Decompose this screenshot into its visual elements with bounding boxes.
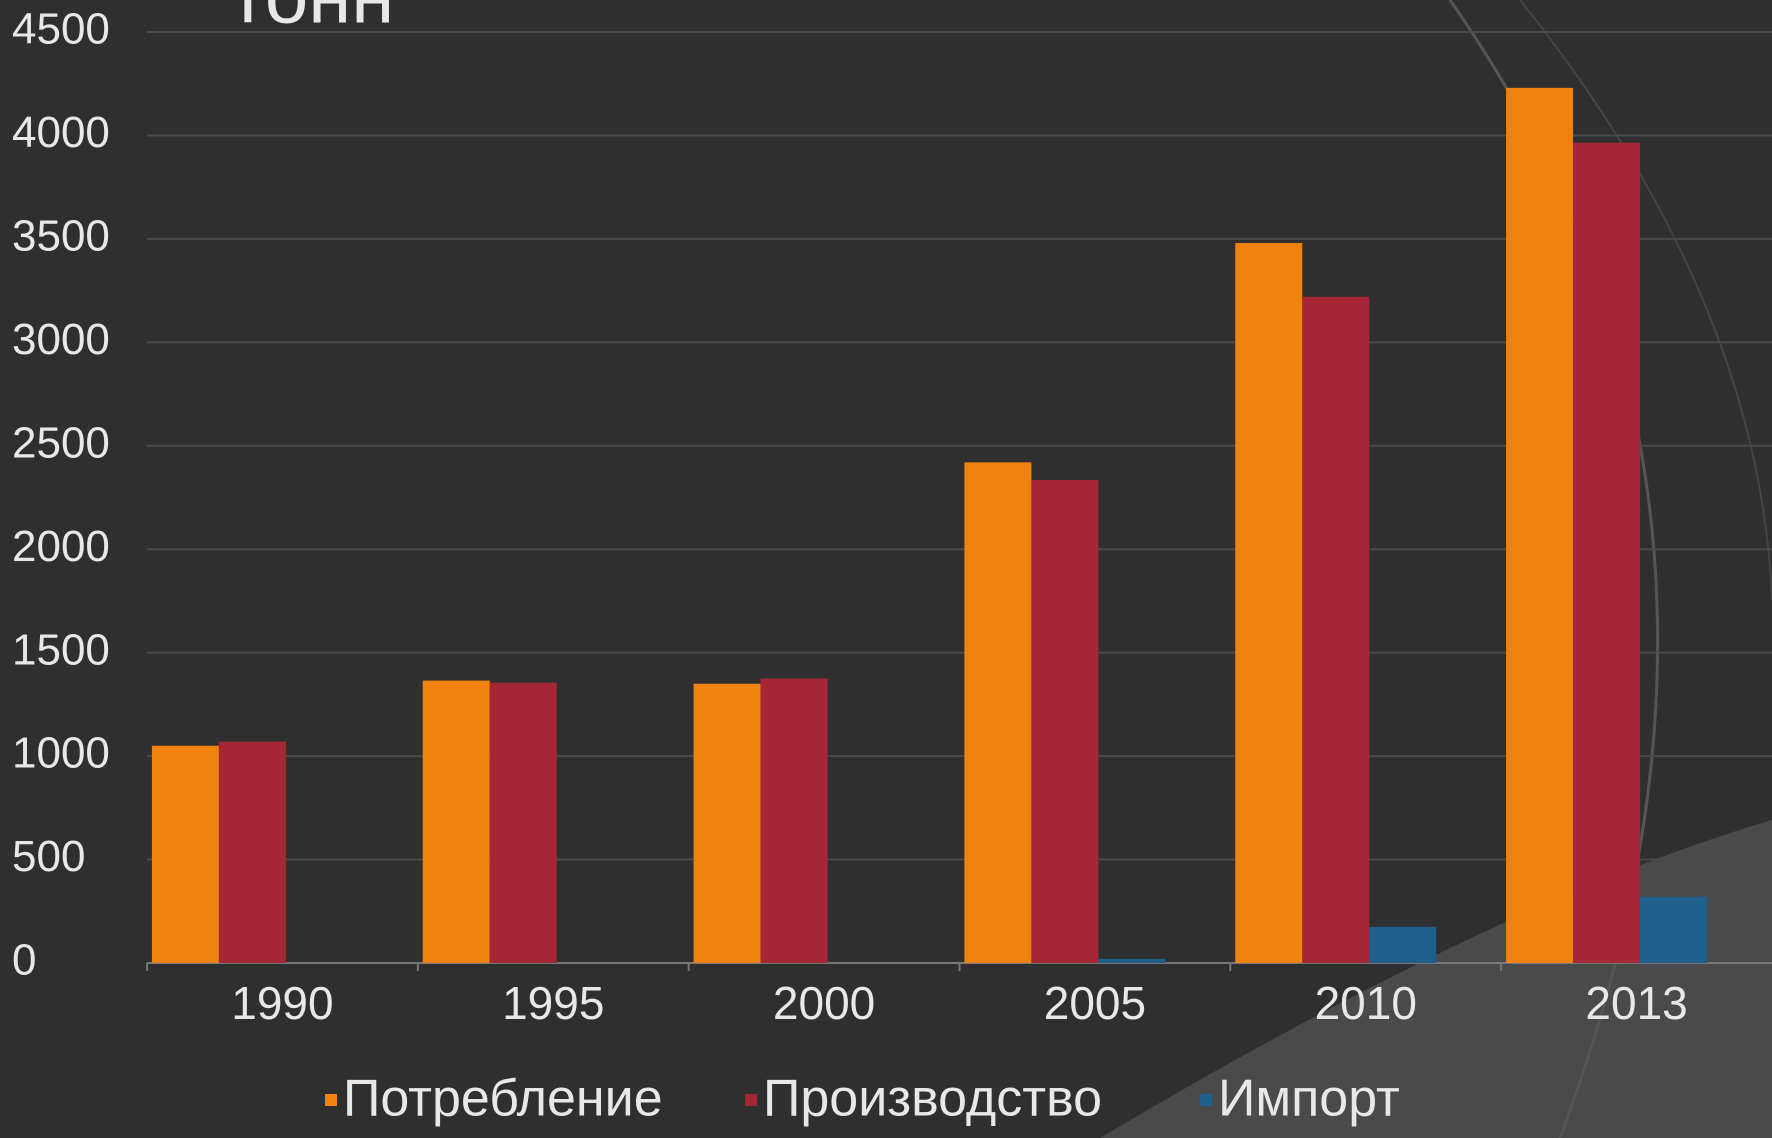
legend-swatch bbox=[1200, 1094, 1212, 1106]
bar bbox=[1369, 926, 1437, 963]
x-tick-label: 2005 bbox=[1044, 977, 1146, 1029]
bar bbox=[151, 745, 219, 963]
bar bbox=[1573, 142, 1641, 964]
legend-label: Импорт bbox=[1218, 1070, 1400, 1128]
x-tick-label: 1990 bbox=[231, 977, 333, 1029]
legend-swatch bbox=[745, 1094, 757, 1106]
bar bbox=[1302, 296, 1370, 964]
y-tick-label: 500 bbox=[12, 832, 85, 881]
bar bbox=[1031, 479, 1099, 963]
y-tick-label: 3000 bbox=[12, 315, 110, 364]
y-tick-label: 4500 bbox=[12, 5, 110, 54]
bar bbox=[964, 462, 1032, 963]
legend-label: Потребление bbox=[343, 1070, 663, 1128]
bar bbox=[760, 678, 828, 963]
x-tick-label: 2000 bbox=[773, 977, 875, 1029]
bar bbox=[489, 682, 557, 963]
legend-swatch bbox=[325, 1094, 337, 1106]
bar bbox=[218, 741, 286, 963]
x-tick-label: 2010 bbox=[1315, 977, 1417, 1029]
bar bbox=[1098, 958, 1166, 963]
bar bbox=[1640, 896, 1708, 963]
bar bbox=[422, 680, 490, 963]
decor-arc bbox=[1519, 0, 1772, 601]
x-tick-label: 1995 bbox=[502, 977, 604, 1029]
x-tick-label: 2013 bbox=[1585, 977, 1687, 1029]
chart-title: тонн bbox=[230, 0, 394, 40]
y-tick-label: 2000 bbox=[12, 522, 110, 571]
bar bbox=[1506, 87, 1574, 964]
y-tick-label: 0 bbox=[12, 936, 36, 985]
bar bbox=[1235, 243, 1303, 963]
y-tick-label: 1000 bbox=[12, 729, 110, 778]
bar bbox=[693, 683, 761, 963]
y-tick-label: 2500 bbox=[12, 418, 110, 467]
y-tick-label: 3500 bbox=[12, 212, 110, 261]
y-tick-label: 4000 bbox=[12, 108, 110, 157]
legend-label: Производство bbox=[763, 1070, 1102, 1128]
legend: Потребление Производство Импорт bbox=[325, 1070, 1400, 1128]
y-tick-label: 1500 bbox=[12, 625, 110, 674]
